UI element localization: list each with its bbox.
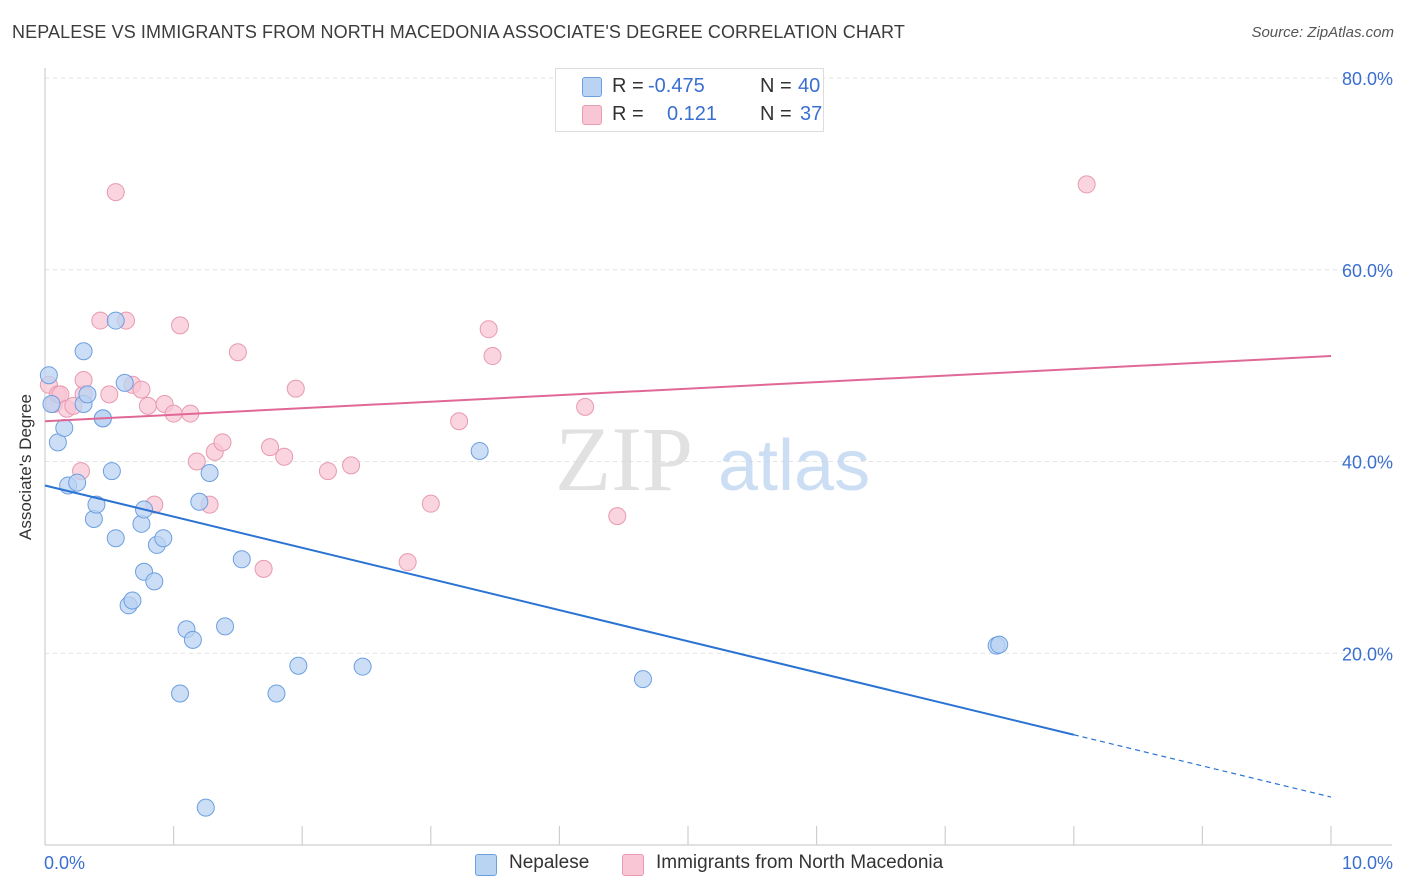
legend-label: Nepalese (509, 852, 590, 873)
y-axis-label: Associate's Degree (16, 394, 35, 540)
data-point-nepalese (289, 656, 308, 675)
data-point-nepalese (267, 684, 286, 703)
chart-title: NEPALESE VS IMMIGRANTS FROM NORTH MACEDO… (12, 22, 905, 42)
y-tick-label: 60.0% (1342, 261, 1393, 281)
legend-label: Immigrants from North Macedonia (656, 852, 944, 873)
data-point-nepalese (154, 529, 173, 548)
data-point-nepalese (171, 684, 190, 703)
trend-line-nepalese (44, 484, 1075, 736)
data-point-nepalese (106, 311, 125, 330)
data-point-macedonia (421, 494, 440, 513)
trend-line-nepalese-extension (1073, 734, 1332, 798)
data-point-nepalese (183, 630, 202, 649)
nepalese-swatch (582, 77, 602, 97)
data-point-nepalese (216, 617, 235, 636)
data-point-nepalese (115, 373, 134, 392)
grid-lines (45, 77, 1392, 654)
macedonia-swatch (622, 854, 644, 876)
stats-legend: R = -0.475 N = 40 R = 0.121 N = 37 (555, 68, 824, 132)
data-point-macedonia (398, 553, 417, 572)
x-tick-label: 0.0% (44, 853, 85, 873)
tick-labels: 20.0% 40.0% 60.0% 80.0% 0.0% 10.0% (44, 69, 1393, 873)
data-point-nepalese (196, 798, 215, 817)
n-label: N = (760, 103, 792, 125)
data-point-nepalese (145, 572, 164, 591)
data-point-nepalese (74, 342, 93, 361)
data-point-nepalese (87, 495, 106, 514)
r-value: -0.475 (648, 75, 705, 97)
data-point-nepalese (55, 418, 74, 437)
data-point-macedonia (106, 183, 125, 202)
trend-line-macedonia (44, 355, 1332, 423)
data-point-macedonia (91, 311, 110, 330)
data-point-nepalese (78, 385, 97, 404)
nepalese-points (39, 311, 1009, 817)
trend-lines (44, 355, 1332, 798)
r-value: 0.121 (667, 103, 718, 125)
data-point-macedonia (100, 385, 119, 404)
data-point-macedonia (318, 462, 337, 481)
data-point-nepalese (39, 366, 58, 385)
data-point-macedonia (286, 379, 305, 398)
data-point-nepalese (190, 492, 209, 511)
x-tick-label: 10.0% (1342, 853, 1393, 873)
y-tick-label: 40.0% (1342, 453, 1393, 473)
watermark-zip: ZIP (555, 408, 693, 510)
r-label: R = (612, 103, 644, 125)
n-label: N = (760, 75, 792, 97)
data-point-macedonia (576, 397, 595, 416)
data-point-macedonia (479, 320, 498, 339)
data-point-macedonia (254, 559, 273, 578)
data-point-macedonia (171, 316, 190, 335)
data-point-macedonia (138, 396, 157, 415)
data-point-macedonia (608, 507, 627, 526)
y-tick-label: 20.0% (1342, 644, 1393, 664)
n-value: 40 (798, 75, 821, 97)
nepalese-swatch (475, 854, 497, 876)
data-point-macedonia (450, 412, 469, 431)
n-value: 37 (800, 103, 823, 125)
data-point-nepalese (102, 462, 121, 481)
data-point-nepalese (106, 529, 125, 548)
data-point-macedonia (132, 380, 151, 399)
data-point-nepalese (353, 657, 372, 676)
y-tick-label: 80.0% (1342, 69, 1393, 89)
data-point-macedonia (483, 347, 502, 366)
data-point-macedonia (261, 438, 280, 457)
data-point-nepalese (200, 464, 219, 483)
data-point-nepalese (470, 441, 489, 460)
data-point-macedonia (228, 343, 247, 362)
data-point-macedonia (342, 456, 361, 475)
axes (44, 68, 1392, 846)
data-point-nepalese (232, 550, 251, 569)
data-point-nepalese (42, 394, 61, 413)
source-label: Source: ZipAtlas.com (1251, 24, 1394, 41)
watermark-atlas: atlas (718, 426, 870, 506)
data-point-macedonia (275, 447, 294, 466)
data-point-macedonia (213, 433, 232, 452)
data-point-macedonia (187, 452, 206, 471)
data-point-macedonia (1077, 175, 1096, 194)
r-label: R = (612, 75, 644, 97)
watermark: ZIP atlas (555, 408, 870, 510)
data-point-nepalese (633, 670, 652, 689)
data-point-nepalese (68, 473, 87, 492)
macedonia-swatch (582, 105, 602, 125)
data-point-nepalese (123, 591, 142, 610)
data-point-nepalese (990, 635, 1009, 654)
